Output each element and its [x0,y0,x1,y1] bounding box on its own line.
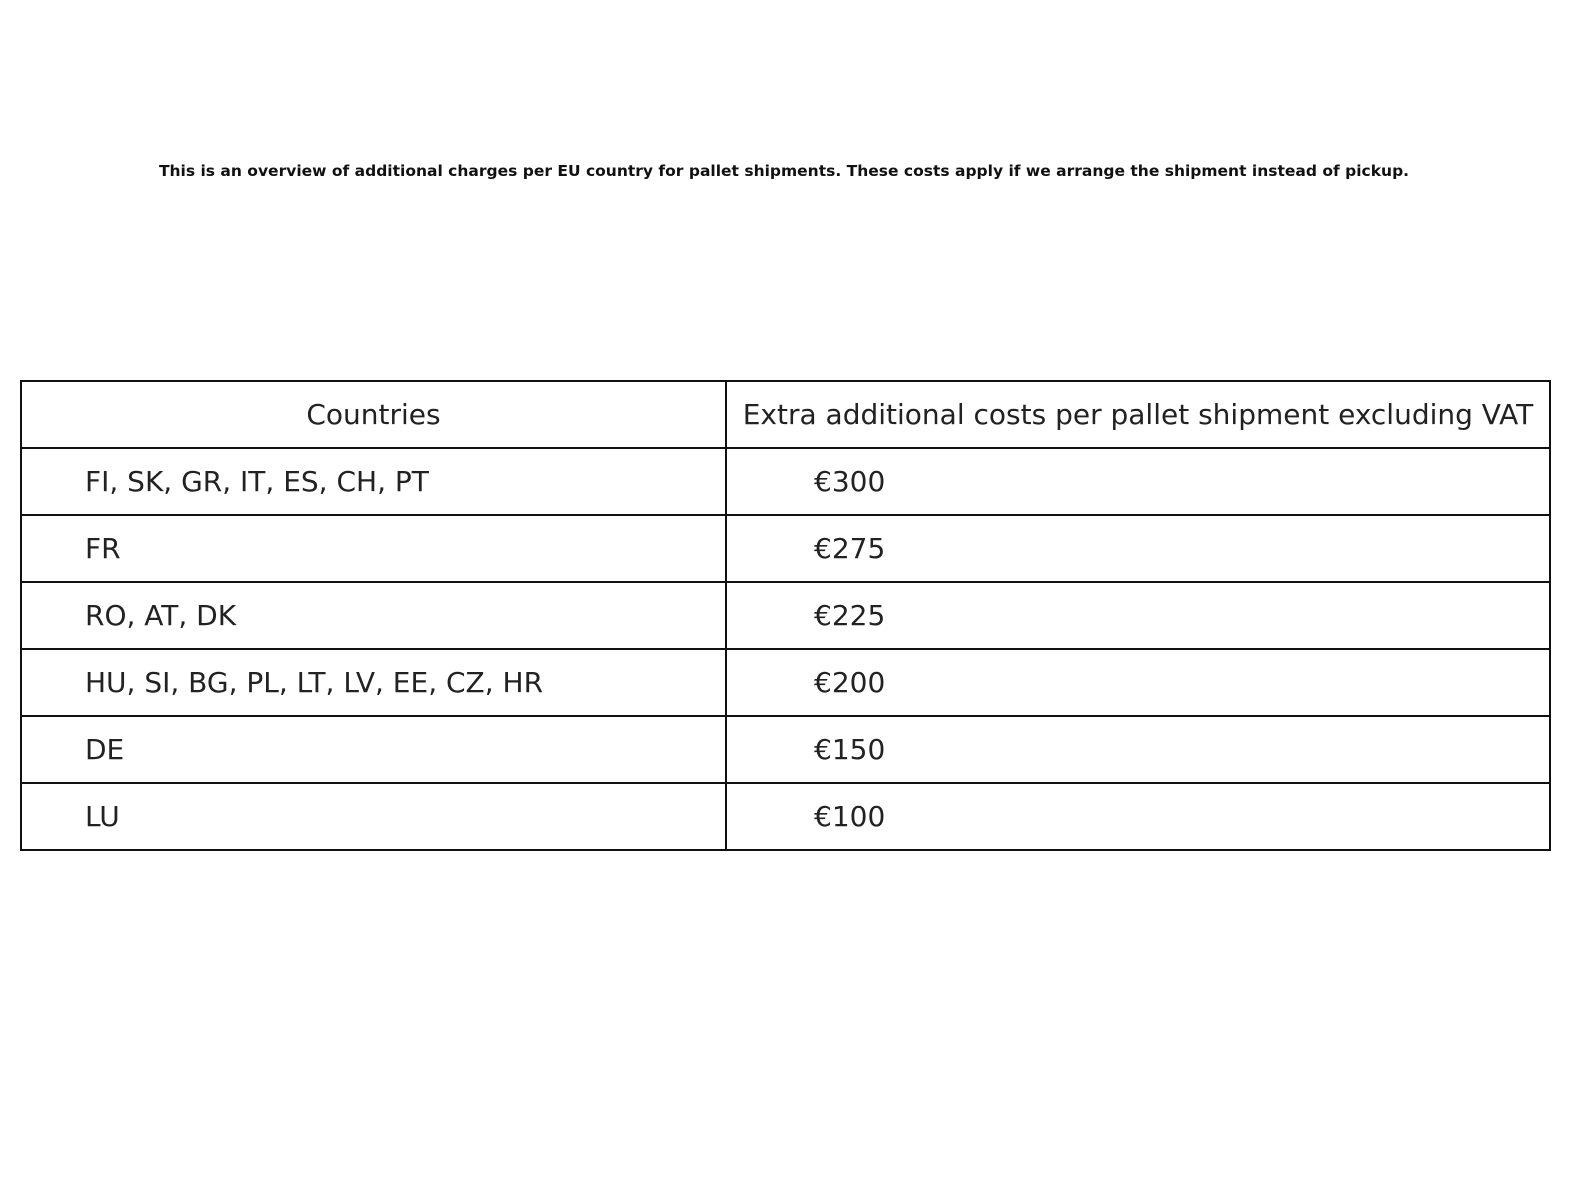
countries-cell: LU [20,782,727,851]
page-title: This is an overview of additional charge… [158,162,1410,180]
table-row: LU €100 [20,782,1551,851]
table-row: RO, AT, DK €225 [20,581,1551,650]
cost-cell: €275 [725,514,1551,583]
column-header-costs: Extra additional costs per pallet shipme… [725,380,1551,449]
cost-cell: €100 [725,782,1551,851]
table-row: HU, SI, BG, PL, LT, LV, EE, CZ, HR €200 [20,648,1551,717]
cost-cell: €150 [725,715,1551,784]
countries-cell: DE [20,715,727,784]
cost-cell: €225 [725,581,1551,650]
countries-cell: HU, SI, BG, PL, LT, LV, EE, CZ, HR [20,648,727,717]
table-row: DE €150 [20,715,1551,784]
countries-cell: FI, SK, GR, IT, ES, CH, PT [20,447,727,516]
countries-cell: RO, AT, DK [20,581,727,650]
cost-cell: €200 [725,648,1551,717]
column-header-countries: Countries [20,380,727,449]
cost-cell: €300 [725,447,1551,516]
countries-cell: FR [20,514,727,583]
table-header-row: Countries Extra additional costs per pal… [20,380,1551,449]
table-row: FI, SK, GR, IT, ES, CH, PT €300 [20,447,1551,516]
charges-table: Countries Extra additional costs per pal… [20,380,1551,851]
table-row: FR €275 [20,514,1551,583]
